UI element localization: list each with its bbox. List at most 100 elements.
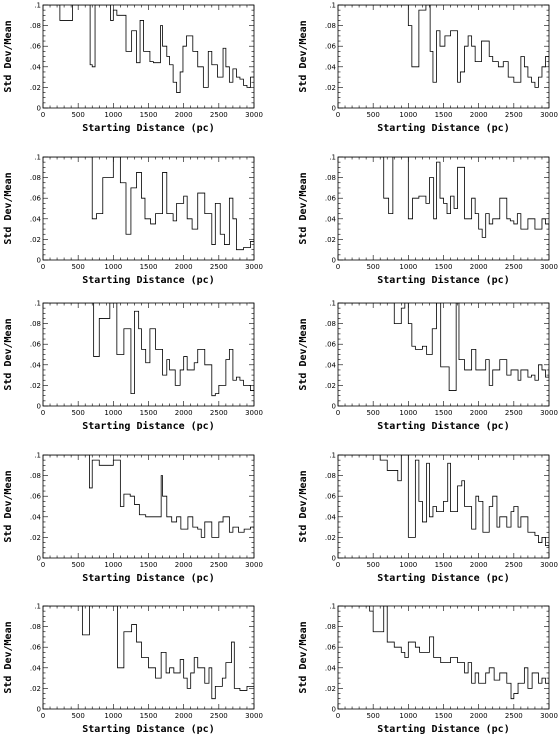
- x-tick-label: 1000: [104, 712, 122, 720]
- y-tick-label: .04: [30, 513, 42, 521]
- chart-panel-5: 0 500 1000 1500 2000 2500 3000 0 .02 .04 .06 .08 .1 S…: [3, 300, 263, 433]
- y-axis-label: Std Dev/Mean: [3, 621, 14, 693]
- y-tick-label: 0: [37, 257, 41, 265]
- y-tick-label: .04: [325, 361, 337, 369]
- x-tick-label: 3000: [245, 712, 263, 720]
- plot-frame: [42, 302, 255, 407]
- series-line: [338, 5, 549, 88]
- x-tick-label: 2000: [175, 111, 193, 119]
- x-axis-label: Starting Distance (pc): [377, 723, 509, 734]
- series-line: [43, 606, 254, 700]
- y-tick-label: .02: [325, 685, 336, 693]
- series-line: [338, 157, 549, 238]
- y-tick-label: .02: [325, 84, 336, 92]
- x-tick-label: 1500: [140, 712, 158, 720]
- x-tick-label: 0: [336, 409, 340, 417]
- y-tick-label: .02: [30, 685, 41, 693]
- x-tick-label: 0: [336, 111, 340, 119]
- x-tick-label: 1000: [104, 263, 122, 271]
- y-tick-label: .1: [329, 603, 336, 611]
- y-tick-label: .02: [30, 534, 41, 542]
- y-tick-label: .08: [325, 623, 336, 631]
- y-tick-label: .08: [30, 174, 41, 182]
- y-axis-label: Std Dev/Mean: [298, 621, 309, 693]
- x-tick-label: 500: [366, 409, 379, 417]
- y-tick-label: 0: [37, 706, 41, 714]
- y-tick-label: .1: [34, 154, 41, 162]
- y-tick-label: .08: [325, 22, 336, 30]
- x-axis-label: Starting Distance (pc): [82, 572, 214, 584]
- x-axis-label: Starting Distance (pc): [82, 723, 214, 734]
- x-tick-label: 1500: [140, 561, 158, 569]
- y-tick-label: .1: [34, 300, 41, 308]
- plot-frame: [337, 156, 550, 261]
- x-tick-label: 500: [71, 263, 84, 271]
- series-line: [43, 5, 254, 93]
- series-line: [338, 303, 549, 391]
- y-tick-label: .08: [325, 472, 336, 480]
- x-tick-label: 3000: [540, 561, 558, 569]
- x-tick-label: 2500: [505, 263, 523, 271]
- y-axis-label: Std Dev/Mean: [3, 172, 14, 244]
- x-tick-label: 1000: [399, 111, 417, 119]
- x-tick-label: 0: [336, 263, 340, 271]
- x-tick-label: 2500: [505, 111, 523, 119]
- x-tick-label: 0: [41, 712, 45, 720]
- x-tick-label: 1000: [104, 409, 122, 417]
- y-axis-label: Std Dev/Mean: [3, 470, 14, 542]
- y-tick-label: 0: [332, 257, 336, 265]
- y-tick-label: .06: [325, 493, 337, 501]
- y-tick-label: .1: [329, 300, 336, 308]
- x-tick-label: 1500: [140, 111, 158, 119]
- y-tick-label: .1: [329, 452, 336, 460]
- y-axis-label: Std Dev/Mean: [3, 20, 14, 92]
- x-tick-label: 2500: [505, 561, 523, 569]
- y-tick-label: .04: [325, 215, 337, 223]
- y-tick-label: .04: [30, 63, 42, 71]
- x-axis-label: Starting Distance (pc): [377, 122, 509, 134]
- y-tick-label: .08: [30, 472, 41, 480]
- plot-frame: [42, 454, 255, 559]
- y-tick-label: .04: [30, 664, 42, 672]
- x-tick-label: 0: [41, 561, 45, 569]
- x-tick-label: 1500: [435, 111, 453, 119]
- series-line: [43, 455, 254, 538]
- x-tick-label: 3000: [540, 409, 558, 417]
- y-tick-label: 0: [332, 403, 336, 411]
- x-tick-label: 1500: [435, 561, 453, 569]
- x-tick-label: 1000: [399, 263, 417, 271]
- x-axis-label: Starting Distance (pc): [377, 420, 509, 432]
- y-tick-label: .04: [30, 361, 42, 369]
- y-axis-label: Std Dev/Mean: [298, 470, 309, 542]
- plot-frame: [337, 302, 550, 407]
- x-tick-label: 1500: [435, 712, 453, 720]
- y-tick-label: .06: [325, 644, 337, 652]
- x-axis-label: Starting Distance (pc): [377, 572, 509, 584]
- x-tick-label: 2500: [210, 712, 228, 720]
- y-axis-label: Std Dev/Mean: [3, 318, 14, 390]
- x-axis-label: Starting Distance (pc): [377, 274, 509, 286]
- x-tick-label: 1000: [399, 561, 417, 569]
- x-tick-label: 3000: [540, 263, 558, 271]
- chart-panel-1: 0 500 1000 1500 2000 2500 3000 0 .02 .04 .06 .08 .1 S…: [3, 2, 263, 135]
- x-tick-label: 2000: [175, 263, 193, 271]
- x-tick-label: 2000: [470, 263, 488, 271]
- y-tick-label: .02: [325, 236, 336, 244]
- y-tick-label: .04: [325, 513, 337, 521]
- y-tick-label: .06: [325, 43, 337, 51]
- x-tick-label: 1500: [140, 263, 158, 271]
- x-axis-label: Starting Distance (pc): [82, 274, 214, 286]
- x-tick-label: 500: [366, 111, 379, 119]
- y-tick-label: .06: [30, 644, 42, 652]
- y-tick-label: 0: [37, 105, 41, 113]
- x-tick-label: 1000: [104, 561, 122, 569]
- chart-panel-9: 0 500 1000 1500 2000 2500 3000 0 .02 .04 .06 .08 .1 S…: [3, 603, 263, 734]
- y-tick-label: .08: [30, 22, 41, 30]
- y-tick-label: .04: [325, 63, 337, 71]
- x-tick-label: 2000: [175, 712, 193, 720]
- y-tick-label: 0: [37, 555, 41, 563]
- x-tick-label: 0: [336, 561, 340, 569]
- plot-frame: [337, 4, 550, 109]
- plot-frame: [42, 4, 255, 109]
